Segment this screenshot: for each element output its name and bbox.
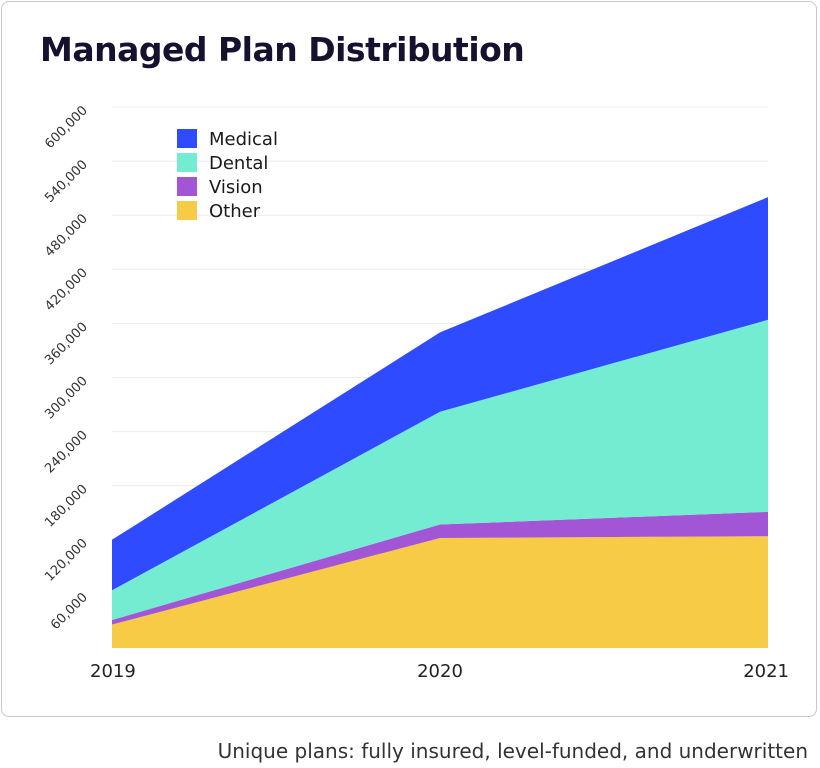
legend-swatch-medical xyxy=(177,129,197,148)
area-medical xyxy=(112,197,768,591)
y-tick-label: 240,000 xyxy=(42,428,91,477)
y-tick-label: 300,000 xyxy=(42,374,91,423)
x-tick-label: 2021 xyxy=(743,661,789,682)
legend-label-medical: Medical xyxy=(209,129,278,150)
y-tick-label: 420,000 xyxy=(42,266,91,315)
y-tick-label: 180,000 xyxy=(42,482,91,531)
area-series xyxy=(112,197,768,648)
y-tick-label: 540,000 xyxy=(42,157,91,206)
y-tick-label: 360,000 xyxy=(42,320,91,369)
legend: Medical Dental Vision Other xyxy=(177,129,278,222)
area-vision xyxy=(112,511,768,625)
legend-swatch-dental xyxy=(177,153,197,172)
y-tick-label: 600,000 xyxy=(42,103,91,152)
chart-title: Managed Plan Distribution xyxy=(40,30,525,69)
area-dental xyxy=(112,319,768,621)
y-tick-label: 60,000 xyxy=(48,590,91,633)
legend-swatch-vision xyxy=(177,177,197,196)
area-other xyxy=(112,536,768,648)
x-axis-ticks: 2019 2020 2021 xyxy=(90,661,789,682)
legend-label-other: Other xyxy=(209,201,261,222)
y-tick-label: 120,000 xyxy=(42,536,91,585)
legend-label-dental: Dental xyxy=(209,153,268,174)
x-tick-label: 2019 xyxy=(90,661,136,682)
legend-label-vision: Vision xyxy=(209,177,263,198)
y-axis-ticks: 60,000 120,000 180,000 240,000 300,000 360,00… xyxy=(42,103,91,633)
legend-swatch-other xyxy=(177,201,197,220)
stacked-area-chart: 60,000 120,000 180,000 240,000 300,000 360,00… xyxy=(42,103,789,682)
x-tick-label: 2020 xyxy=(417,661,463,682)
y-tick-label: 480,000 xyxy=(42,211,91,260)
chart-caption: Unique plans: fully insured, level-funde… xyxy=(217,739,808,763)
